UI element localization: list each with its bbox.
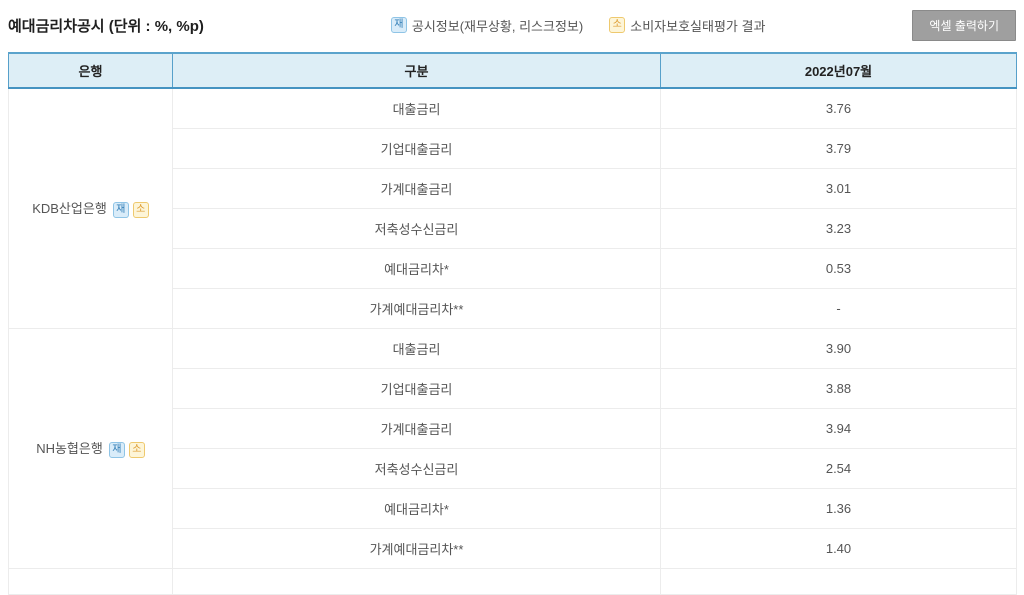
table-row: 가계예대금리차** -: [9, 287, 1017, 329]
table-row: 기업대출금리 3.79: [9, 127, 1017, 169]
category-cell: 기업대출금리: [172, 127, 661, 169]
column-header-category: 구분: [172, 52, 661, 89]
bank-name: KDB산업은행: [32, 201, 107, 217]
column-header-bank: 은행: [8, 52, 173, 89]
consumer-badge-icon: 소: [609, 17, 626, 33]
table-body: KDB산업은행 재 소 대출금리 3.76 기업대출금리 3.79 가계대출금리 3.01 저축성…: [8, 87, 1017, 595]
category-cell: 가계대출금리: [172, 407, 661, 449]
legend-consumer-label: 소비자보호실태평가 결과: [630, 18, 766, 34]
legend-item-consumer: 소 소비자보호실태평가 결과: [609, 16, 765, 35]
table-row: 예대금리차* 1.36: [9, 487, 1017, 529]
column-header-month: 2022년07월: [660, 52, 1017, 89]
value-cell: 1.36: [660, 487, 1017, 529]
category-cell: 가계대출금리: [172, 167, 661, 209]
legend: 재 공시정보(재무상황, 리스크정보) 소 소비자보호실태평가 결과: [351, 16, 765, 35]
value-cell: -: [660, 287, 1017, 329]
legend-item-disclosure: 재 공시정보(재무상황, 리스크정보): [390, 16, 584, 35]
category-cell: 가계예대금리차**: [172, 527, 661, 569]
disclosure-badge-icon[interactable]: 재: [112, 202, 129, 219]
disclosure-badge-icon[interactable]: 재: [108, 442, 125, 458]
value-cell: 3.76: [660, 87, 1017, 129]
category-cell: 대출금리: [172, 327, 661, 369]
table-row: 가계예대금리차** 1.40: [9, 527, 1017, 569]
category-cell: 예대금리차*: [172, 487, 661, 529]
table-row: KDB산업은행 재 소 대출금리 3.76: [8, 87, 1017, 329]
category-cell: 가계예대금리차**: [172, 287, 661, 329]
category-cell: 대출금리: [172, 87, 661, 129]
table-row: 저축성수신금리 3.23: [9, 207, 1017, 249]
table-row-partial: [8, 567, 1017, 595]
value-cell: 3.01: [660, 167, 1017, 209]
consumer-badge-icon[interactable]: 소: [132, 202, 149, 219]
category-cell: [172, 567, 661, 595]
bank-cell: NH농협은행 재 소: [8, 327, 173, 569]
excel-export-button[interactable]: 엑셀 출력하기: [912, 9, 1016, 41]
consumer-badge-icon[interactable]: 소: [128, 442, 145, 458]
table-row: 저축성수신금리 2.54: [9, 447, 1017, 489]
table-row: NH농협은행 재 소 대출금리 3.90: [8, 327, 1017, 569]
table-header-row: 은행 구분 2022년07월: [8, 52, 1017, 89]
value-cell: 2.54: [660, 447, 1017, 489]
bank-cell: KDB산업은행 재 소: [8, 87, 173, 329]
bank-name: NH농협은행: [36, 441, 103, 456]
legend-disclosure-label: 공시정보(재무상황, 리스크정보): [411, 18, 584, 34]
category-cell: 기업대출금리: [172, 367, 661, 409]
bank-cell: [8, 567, 173, 595]
value-cell: 0.53: [660, 247, 1017, 289]
rate-disclosure-table: 은행 구분 2022년07월 KDB산업은행 재 소 대출금리 3.76 기업대출금리 3.…: [8, 52, 1017, 595]
top-bar: 예대금리차공시 (단위 : %, %p) 재 공시정보(재무상황, 리스크정보)…: [0, 0, 1024, 52]
category-cell: 저축성수신금리: [172, 447, 661, 489]
disclosure-badge-icon: 재: [390, 17, 407, 33]
value-cell: 3.90: [660, 327, 1017, 369]
table-row: 예대금리차* 0.53: [9, 247, 1017, 289]
page-title: 예대금리차공시 (단위 : %, %p): [8, 17, 204, 35]
value-cell: [660, 567, 1017, 595]
value-cell: 3.94: [660, 407, 1017, 449]
category-cell: 저축성수신금리: [172, 207, 661, 249]
value-cell: 3.79: [660, 127, 1017, 169]
value-cell: 3.88: [660, 367, 1017, 409]
value-cell: 3.23: [660, 207, 1017, 249]
category-cell: 예대금리차*: [172, 247, 661, 289]
value-cell: 1.40: [660, 527, 1017, 569]
table-row: 기업대출금리 3.88: [9, 367, 1017, 409]
